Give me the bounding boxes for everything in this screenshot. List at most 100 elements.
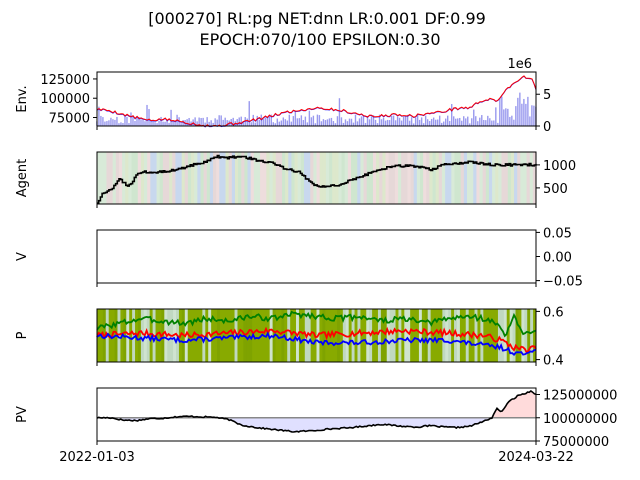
env-volume-bar	[384, 120, 387, 126]
agent-action-stripe	[187, 152, 192, 204]
agent-action-stripe	[329, 152, 333, 204]
agent-action-stripe	[131, 152, 136, 204]
env-volume-bar	[406, 114, 409, 126]
env-volume-bar	[493, 120, 495, 126]
portfolio-loss-area	[97, 417, 536, 432]
agent-action-stripe	[473, 152, 477, 204]
env-volume-bar	[134, 120, 136, 126]
env-volume-bar	[382, 117, 385, 126]
env-left-tick-label: 75000	[49, 112, 90, 127]
env-volume-bar	[112, 119, 114, 126]
agent-action-stripe	[457, 152, 462, 204]
env-volume-bar	[457, 118, 459, 126]
policy-action-stripe	[132, 309, 136, 362]
agent-action-stripe	[125, 152, 129, 204]
env-volume-bar	[136, 116, 138, 126]
agent-action-stripe	[504, 152, 509, 204]
agent-action-stripe	[451, 152, 455, 204]
agent-action-stripe	[460, 152, 465, 204]
policy-action-stripe	[284, 309, 288, 362]
policy-action-stripe	[336, 309, 341, 362]
env-volume-bar	[424, 115, 427, 126]
env-volume-bar	[188, 117, 190, 126]
value-axes-frame	[96, 229, 537, 284]
env-price-line	[96, 75, 537, 128]
agent-action-stripe	[159, 152, 164, 204]
agent-action-stripe	[407, 152, 411, 204]
policy-action-stripe	[193, 309, 197, 362]
env-volume-bar	[499, 98, 501, 126]
env-volume-bar	[186, 119, 188, 126]
portfolio-panel: 125000000 100000000 75000000 2022-01-03 2024…	[15, 387, 617, 465]
agent-action-stripe	[253, 152, 258, 204]
env-volume-bar	[432, 117, 435, 126]
env-volume-bar	[274, 123, 277, 126]
env-volume-bar	[266, 118, 268, 126]
agent-action-stripe	[144, 152, 148, 204]
agent-action-stripe	[445, 152, 449, 204]
env-volume-bar	[489, 118, 491, 126]
policy-action-stripe	[140, 309, 145, 362]
policy-action-stripe	[301, 309, 306, 362]
value-ylabel: V	[15, 252, 30, 261]
value-ytick-label: −0.05	[543, 275, 583, 290]
env-volume-bar	[100, 115, 102, 126]
env-volume-bar	[174, 120, 176, 126]
policy-action-stripe	[442, 309, 446, 362]
policy-action-stripe	[527, 309, 531, 362]
env-volume-bar	[240, 116, 242, 126]
portfolio-value-line	[96, 390, 537, 433]
env-volume-bar	[194, 117, 196, 126]
policy-action-stripe	[521, 309, 525, 362]
policy-action-stripe	[161, 309, 165, 362]
env-volume-bar	[519, 92, 521, 126]
agent-action-stripe	[278, 152, 283, 204]
agent-action-stripe	[206, 152, 211, 204]
portfolio-ytick-label: 75000000	[543, 435, 609, 450]
policy-action-stripe	[345, 309, 350, 362]
agent-action-stripe	[363, 152, 368, 204]
env-volume-bar	[212, 122, 214, 126]
agent-action-stripe	[517, 152, 521, 204]
agent-action-stripe	[507, 152, 512, 204]
env-volume-bar	[400, 120, 403, 126]
policy-action-stripe	[298, 309, 303, 362]
env-volume-bar	[300, 115, 303, 126]
policy-action-stripe	[255, 309, 259, 362]
env-volume-bar	[428, 121, 431, 126]
env-volume-bar	[374, 119, 377, 126]
agent-action-stripe	[454, 152, 459, 204]
value-ytick-label: 0.05	[543, 226, 572, 241]
agent-action-stripe	[275, 152, 280, 204]
env-volume-bar	[529, 116, 531, 126]
portfolio-ytick-label: 125000000	[543, 389, 617, 404]
agent-action-stripe	[479, 152, 484, 204]
agent-action-stripe	[350, 152, 355, 204]
policy-action-stripe	[319, 309, 323, 362]
agent-action-stripe	[307, 152, 311, 204]
agent-action-stripe	[297, 152, 302, 204]
env-volume-bar	[473, 109, 475, 126]
env-volume-bar	[164, 121, 166, 126]
agent-action-stripe	[432, 152, 437, 204]
env-volume-bar	[102, 117, 104, 126]
env-volume-bar	[455, 118, 457, 126]
policy-line-0	[96, 310, 537, 338]
x-tick-label: 2024-03-22	[498, 450, 574, 465]
agent-action-stripe	[109, 152, 114, 204]
env-volume-bar	[420, 117, 423, 126]
policy-action-stripe	[225, 309, 230, 362]
policy-action-stripe	[448, 309, 452, 362]
agent-ylabel: Agent	[15, 159, 30, 197]
agent-action-stripe	[388, 152, 393, 204]
env-volume-bar	[286, 120, 289, 126]
env-volume-bar	[426, 119, 429, 126]
agent-action-stripe	[470, 152, 474, 204]
agent-action-stripe	[413, 152, 418, 204]
env-volume-bar	[308, 110, 311, 126]
env-volume-bar	[256, 115, 258, 126]
policy-action-stripe	[287, 309, 291, 362]
agent-action-stripe	[488, 152, 493, 204]
agent-action-stripe	[184, 152, 189, 204]
env-volume-bar	[106, 121, 108, 126]
